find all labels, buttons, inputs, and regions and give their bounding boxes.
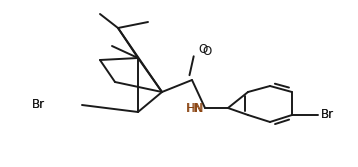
Text: Br: Br [321,109,334,122]
Text: HN: HN [187,102,204,115]
Text: O: O [198,42,208,55]
Text: Br: Br [321,109,334,122]
Text: Br: Br [32,99,45,112]
Text: HN: HN [185,102,203,115]
Text: Br: Br [32,99,45,112]
Text: O: O [202,44,211,57]
